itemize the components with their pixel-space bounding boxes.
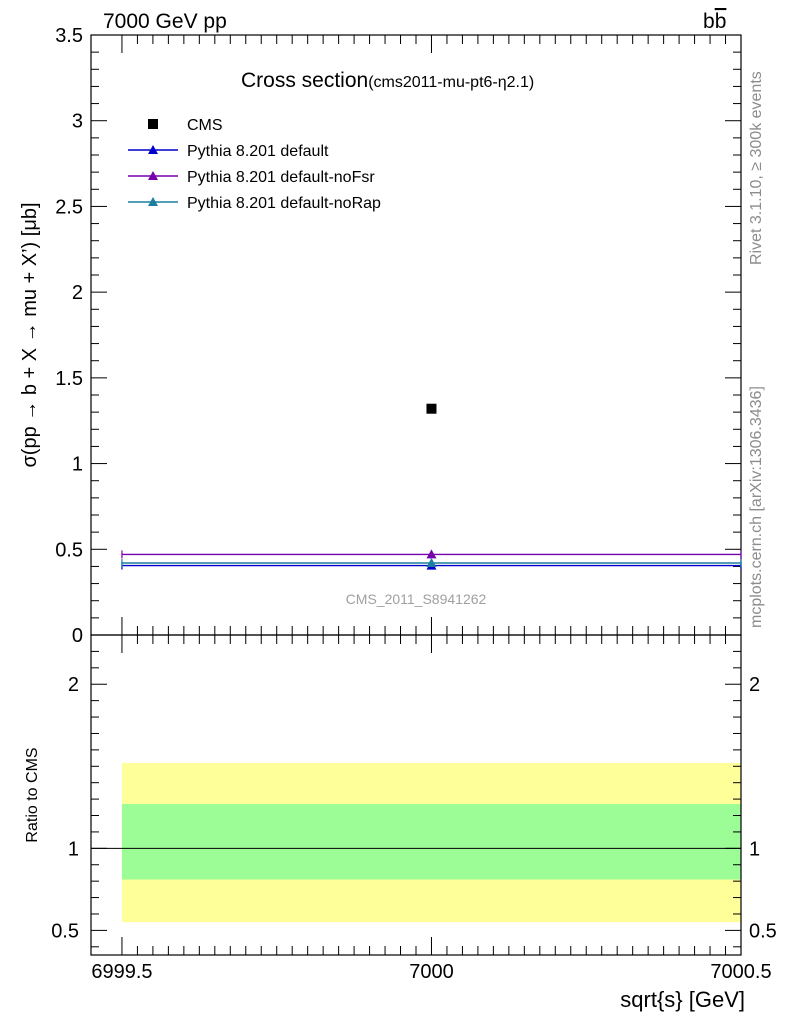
- energy-label: 7000 GeV pp: [103, 10, 227, 33]
- x-tick-label: 6999.5: [91, 961, 152, 983]
- x-tick-label: 7000.5: [710, 961, 771, 983]
- plot-text: 7000 GeV pp bb Cross section(cms2011-mu-…: [19, 10, 765, 1012]
- process-b: b: [703, 10, 715, 33]
- x-axis-label: sqrt{s} [GeV]: [620, 987, 745, 1012]
- legend-label: Pythia 8.201 default-noRap: [187, 195, 381, 212]
- legend-label: CMS: [187, 117, 223, 134]
- main-y-tick-label: 2: [72, 282, 83, 304]
- main-y-tick-label: 3: [72, 111, 83, 133]
- main-y-tick-label: 1: [72, 454, 83, 476]
- legend-marker: [148, 197, 158, 206]
- legend-marker: [148, 171, 158, 180]
- process-bbar: b: [715, 10, 727, 33]
- main-y-tick-label: 1.5: [55, 368, 83, 390]
- ratio-y-tick-label-left: 0.5: [51, 920, 79, 942]
- mcplots-label: mcplots.cern.ch [arXiv:1306.3436]: [748, 386, 765, 628]
- legend-label: Pythia 8.201 default: [187, 143, 329, 160]
- legend-marker: [148, 145, 158, 154]
- main-y-axis-label: σ(pp → b + X → mu + X’) [μb]: [19, 202, 41, 467]
- legend-marker-cms: [148, 119, 158, 129]
- x-tick-label: 7000: [409, 961, 454, 983]
- main-y-tick-label: 3.5: [55, 25, 83, 47]
- mc-marker-2: [426, 549, 437, 559]
- process-label: bb: [703, 10, 726, 33]
- ratio-y-tick-label-right: 1: [749, 838, 760, 860]
- ratio-y-tick-label-right: 2: [749, 674, 760, 696]
- title-text: Cross section: [241, 69, 368, 92]
- main-y-tick-label: 0.5: [55, 539, 83, 561]
- ratio-y-tick-label-right: 0.5: [749, 920, 777, 942]
- ratio-y-tick-label-left: 1: [68, 838, 79, 860]
- rivet-version-label: Rivet 3.1.10, ≥ 300k events: [748, 71, 765, 265]
- watermark-label: CMS_2011_S8941262: [346, 591, 487, 607]
- ratio-y-axis-label: Ratio to CMS: [24, 747, 41, 842]
- mc-marker-3: [426, 558, 437, 567]
- ratio-inner-band: [121, 804, 741, 880]
- ratio-y-tick-label-left: 2: [68, 674, 79, 696]
- legend: CMS Pythia 8.201 default Pythia 8.201 defa…: [128, 117, 381, 212]
- ratio-bands: [91, 763, 741, 923]
- main-y-tick-label: 2.5: [55, 196, 83, 218]
- legend-label: Pythia 8.201 default-noFsr: [187, 169, 375, 186]
- title-subtitle: (cms2011-mu-pt6-η2.1): [368, 74, 534, 91]
- data-series: [121, 403, 742, 570]
- main-y-tick-label: 0: [72, 625, 83, 647]
- plot-title: Cross section(cms2011-mu-pt6-η2.1): [241, 69, 534, 92]
- cms-data-point: [426, 403, 437, 414]
- axis-ticks: 0 0.5 1 1.5 2 2.5 3 3.5 0.5 0.5 1 1 2 2 6999.5 7000 7000…: [51, 25, 777, 983]
